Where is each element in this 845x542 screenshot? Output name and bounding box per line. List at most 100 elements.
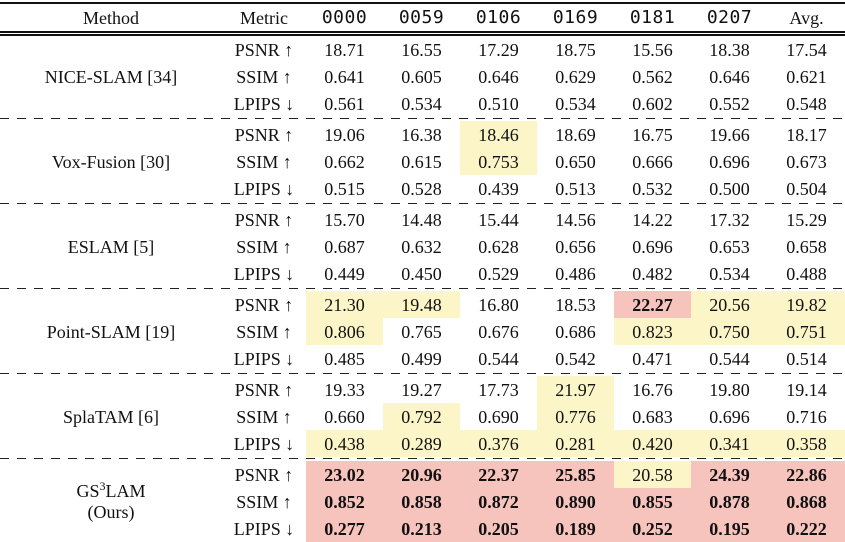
value-cell: 0.628 (478, 236, 519, 257)
value-cell: 0.515 (324, 178, 365, 199)
value-cell: 0.650 (555, 151, 596, 172)
metric-cell: LPIPS ↓ (233, 93, 295, 114)
value-cell: 14.56 (555, 209, 596, 230)
value-cell: 0.690 (478, 406, 519, 427)
value-cell: 19.82 (768, 291, 845, 318)
value-cell: 0.776 (537, 403, 614, 430)
table-row: SplaTAM [6] PSNR ↑ 19.33 19.27 17.73 21.97 16.… (0, 376, 845, 426)
value-cell: 0.252 (614, 515, 691, 542)
method-name: GS (76, 481, 100, 501)
value-cell: 15.56 (632, 39, 673, 60)
table-row: LPIPS ↓ 0.561 0.534 0.510 0.534 0.602 0.552 0.5… (0, 90, 845, 117)
value-cell: 0.438 (306, 430, 383, 457)
value-cell: 0.486 (555, 263, 596, 284)
col-header-seq: 0106 (460, 3, 537, 36)
value-cell: 0.872 (460, 488, 537, 515)
metric-cell: LPIPS ↓ (233, 518, 295, 539)
value-cell: 16.75 (632, 124, 673, 145)
value-cell: 19.48 (383, 291, 460, 318)
col-header-seq: 0000 (306, 3, 383, 36)
method-cell: NICE-SLAM [34] (44, 66, 178, 87)
value-cell: 0.632 (401, 236, 442, 257)
value-cell: 22.27 (614, 291, 691, 318)
value-cell: 18.53 (555, 294, 596, 315)
value-cell: 0.615 (401, 151, 442, 172)
value-cell: 0.696 (709, 151, 750, 172)
group-separator (0, 117, 845, 121)
value-cell: 0.662 (324, 151, 365, 172)
group-separator (0, 202, 845, 206)
value-cell: 15.29 (786, 209, 827, 230)
value-cell: 0.488 (786, 263, 827, 284)
table-row: SSIM ↑ 0.687 0.632 0.628 0.656 0.696 0.653 0.65… (0, 233, 845, 260)
group-separator-line (0, 287, 845, 291)
value-cell: 0.548 (786, 93, 827, 114)
metric-cell: SSIM ↑ (236, 236, 292, 257)
value-cell: 25.85 (537, 461, 614, 488)
value-cell: 17.29 (478, 39, 519, 60)
value-cell: 0.561 (324, 93, 365, 114)
value-cell: 0.792 (383, 403, 460, 430)
value-cell: 0.673 (786, 151, 827, 172)
value-cell: 0.696 (632, 236, 673, 257)
value-cell: 23.02 (306, 461, 383, 488)
group-separator (0, 287, 845, 291)
value-cell: 20.56 (691, 291, 768, 318)
table-row: LPIPS ↓ 0.438 0.289 0.376 0.281 0.420 0.341 0.3… (0, 430, 845, 457)
table-body: NICE-SLAM [34] PSNR ↑ 18.71 16.55 17.29 18.75… (0, 34, 845, 542)
value-cell: 0.602 (632, 93, 673, 114)
metric-cell: LPIPS ↓ (233, 348, 295, 369)
value-cell: 0.281 (537, 430, 614, 457)
metric-cell: PSNR ↑ (234, 124, 294, 145)
value-cell: 17.32 (709, 209, 750, 230)
metric-cell: SSIM ↑ (236, 321, 292, 342)
value-cell: 21.97 (537, 376, 614, 403)
value-cell: 16.80 (478, 294, 519, 315)
value-cell: 18.38 (709, 39, 750, 60)
metric-cell: PSNR ↑ (234, 379, 294, 400)
group-separator-line (0, 457, 845, 461)
col-header-metric: Metric (222, 3, 306, 36)
value-cell: 16.76 (632, 379, 673, 400)
value-cell: 16.55 (401, 39, 442, 60)
group-separator (0, 457, 845, 461)
value-cell: 0.205 (460, 515, 537, 542)
value-cell: 0.666 (632, 151, 673, 172)
value-cell: 19.80 (709, 379, 750, 400)
value-cell: 15.44 (478, 209, 519, 230)
col-header-avg: Avg. (768, 3, 845, 36)
metric-cell: PSNR ↑ (234, 464, 294, 485)
value-cell: 0.806 (306, 318, 383, 345)
value-cell: 0.277 (306, 515, 383, 542)
value-cell: 0.656 (555, 236, 596, 257)
method-cell: Point-SLAM [19] (46, 321, 176, 342)
value-cell: 0.222 (768, 515, 845, 542)
value-cell: 0.858 (383, 488, 460, 515)
value-cell: 0.213 (383, 515, 460, 542)
value-cell: 19.27 (401, 379, 442, 400)
value-cell: 0.513 (555, 178, 596, 199)
value-cell: 0.544 (478, 348, 519, 369)
table-row: ESLAM [5] PSNR ↑ 15.70 14.48 15.44 14.56 14.22… (0, 206, 845, 256)
metric-cell: SSIM ↑ (236, 406, 292, 427)
value-cell: 0.686 (555, 321, 596, 342)
value-cell: 0.753 (460, 148, 537, 175)
value-cell: 0.621 (786, 66, 827, 87)
table-row: LPIPS ↓ 0.277 0.213 0.205 0.189 0.252 0.195 0.2… (0, 515, 845, 542)
table-row: SSIM ↑ 0.806 0.765 0.676 0.686 0.823 0.750 0.75… (0, 318, 845, 345)
method-name-superscript: 3 (99, 479, 106, 493)
table-row: SSIM ↑ 0.662 0.615 0.753 0.650 0.666 0.696 0.67… (0, 148, 845, 175)
value-cell: 0.534 (401, 93, 442, 114)
table-row: SSIM ↑ 0.852 0.858 0.872 0.890 0.855 0.878 0.86… (0, 488, 845, 515)
table-row: LPIPS ↓ 0.449 0.450 0.529 0.486 0.482 0.534 0.4… (0, 260, 845, 287)
value-cell: 0.504 (786, 178, 827, 199)
method-cell: GS3LAM (Ours) (0, 461, 222, 542)
value-cell: 0.687 (324, 236, 365, 257)
value-cell: 0.420 (614, 430, 691, 457)
value-cell: 0.534 (555, 93, 596, 114)
col-header-seq: 0181 (614, 3, 691, 36)
value-cell: 0.449 (324, 263, 365, 284)
metric-cell: PSNR ↑ (234, 39, 294, 60)
value-cell: 0.542 (555, 348, 596, 369)
